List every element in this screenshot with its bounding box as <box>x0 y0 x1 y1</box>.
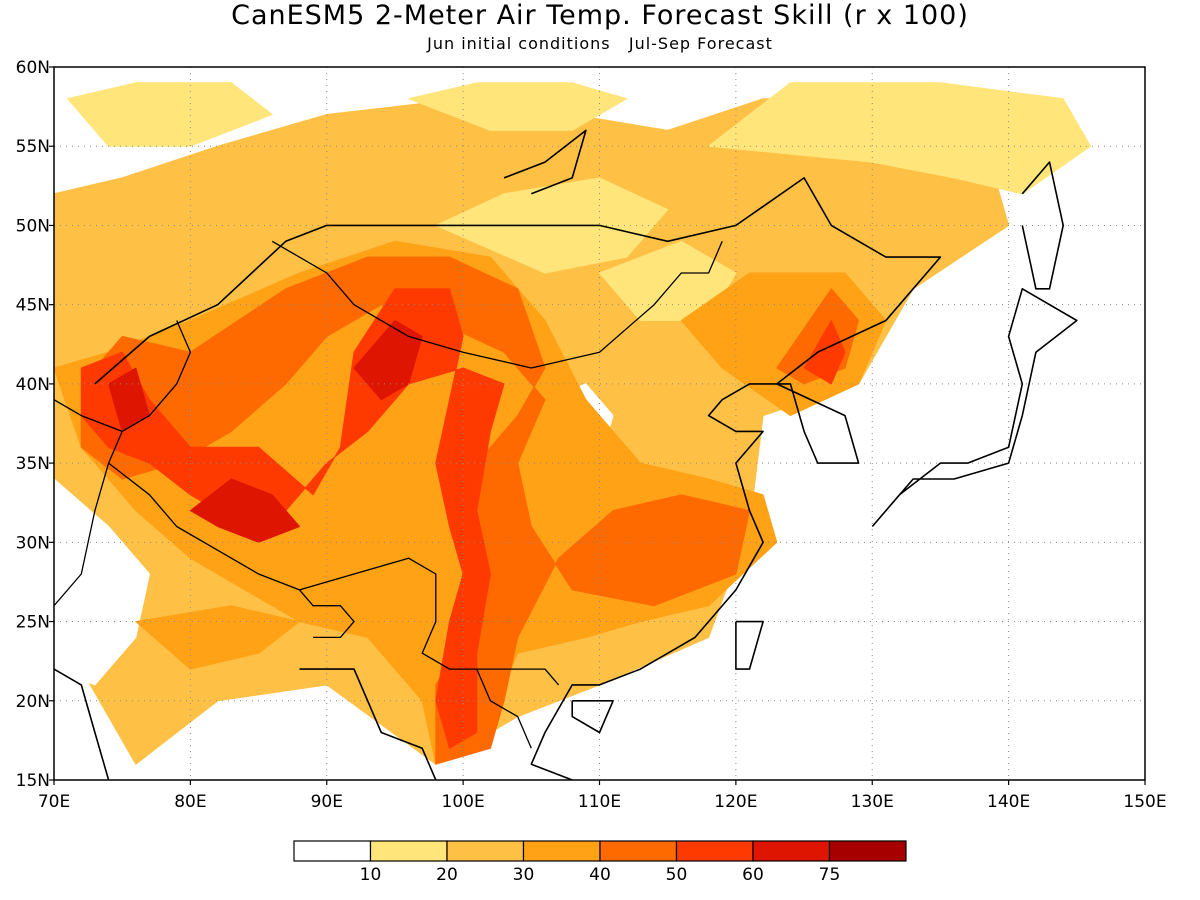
lat-tick-label: 20N <box>16 692 50 712</box>
chart-subtitle: Jun initial conditions Jul-Sep Forecast <box>427 34 773 53</box>
skill-region-2 <box>408 82 628 131</box>
coastline-1 <box>54 668 110 780</box>
border-0 <box>271 240 723 369</box>
lon-tick-label: 90E <box>311 792 343 812</box>
colorbar-swatch-3 <box>522 840 601 862</box>
colorbar-swatch-1 <box>369 840 448 862</box>
coastlines <box>54 129 1078 780</box>
colorbar-label: 20 <box>436 865 458 885</box>
skill-region-16 <box>189 478 300 543</box>
skill-region-12 <box>80 256 750 765</box>
coastline-0 <box>94 177 942 780</box>
lat-tick-label: 15N <box>16 771 50 791</box>
colorbar-swatch-5 <box>675 840 754 862</box>
colorbar-swatch-4 <box>599 840 678 862</box>
skill-region-6 <box>54 478 150 686</box>
lon-tick-label: 150E <box>1123 792 1166 812</box>
lon-tick-label: 100E <box>442 792 485 812</box>
lon-tick-label: 130E <box>851 792 894 812</box>
coastline-8 <box>503 129 587 195</box>
colorbar-label: 10 <box>360 865 382 885</box>
lat-tick-label: 35N <box>16 454 50 474</box>
coastline-7 <box>1021 161 1064 290</box>
colorbar-label: 30 <box>513 865 535 885</box>
colorbar-label: 60 <box>742 865 764 885</box>
colorbar-swatch-6 <box>752 840 831 862</box>
colorbar-swatch-0 <box>293 840 372 862</box>
colorbar: 10 20 30 40 50 60 75 <box>293 840 907 885</box>
lat-tick-label: 45N <box>16 296 50 316</box>
lon-tick-label: 110E <box>578 792 621 812</box>
lat-tick-label: 50N <box>16 216 50 236</box>
lon-tick-label: 70E <box>38 792 70 812</box>
colorbar-label: 75 <box>819 865 841 885</box>
lat-tick-label: 25N <box>16 613 50 633</box>
colorbar-label: 40 <box>589 865 611 885</box>
border-5 <box>476 668 532 749</box>
colorbar-swatch-7 <box>828 840 907 862</box>
coastline-5 <box>571 699 614 734</box>
lat-tick-label: 40N <box>16 375 50 395</box>
chart-title: CanESM5 2-Meter Air Temp. Forecast Skill… <box>231 0 969 31</box>
map-axes: 70E 80E 90E 100E 110E 120E 130E 140E 150E 15N 20N 2… <box>16 58 1167 812</box>
border-3 <box>54 462 110 607</box>
lat-tick-label: 30N <box>16 533 50 553</box>
lat-tick-label: 60N <box>16 58 50 78</box>
skill-shading-layer <box>54 82 1091 765</box>
lon-tick-label: 120E <box>714 792 757 812</box>
lat-tick-label: 55N <box>16 137 50 157</box>
skill-region-18 <box>353 320 423 401</box>
border-2 <box>54 399 123 433</box>
border-4 <box>299 589 355 639</box>
colorbar-label: 50 <box>666 865 688 885</box>
skill-region-15 <box>803 320 846 385</box>
lon-tick-label: 80E <box>174 792 206 812</box>
coastline-2 <box>299 668 437 780</box>
colorbar-swatch-2 <box>446 840 525 862</box>
coastline-6 <box>871 287 1078 528</box>
coastline-4 <box>735 620 764 670</box>
lon-tick-label: 140E <box>987 792 1030 812</box>
country-borders <box>54 240 723 749</box>
skill-region-1 <box>708 82 1091 195</box>
